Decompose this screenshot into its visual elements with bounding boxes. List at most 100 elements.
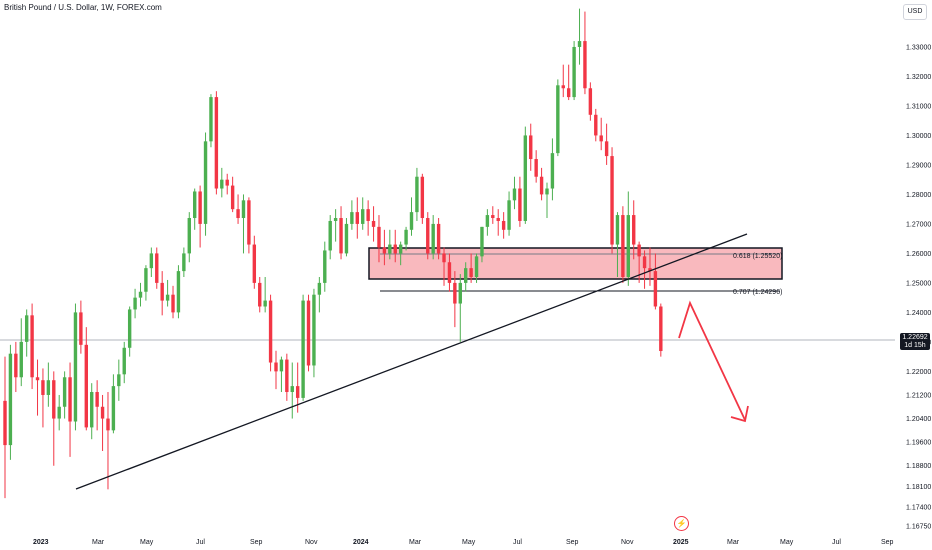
- candle-body: [366, 209, 370, 221]
- candle: [344, 218, 349, 257]
- candle-body: [583, 41, 587, 89]
- candle-body: [46, 380, 51, 395]
- price-tick-label: 1.18800: [906, 463, 931, 470]
- candle-body: [263, 300, 267, 307]
- candle-body: [203, 141, 208, 224]
- bar-countdown: 1d 15h: [904, 342, 926, 349]
- candle: [117, 359, 121, 401]
- candle: [474, 253, 479, 283]
- candle: [588, 82, 593, 121]
- time-tick-label: Mar: [727, 539, 740, 546]
- candle-body: [19, 341, 23, 378]
- price-tick-label: 1.29000: [906, 162, 931, 169]
- candle-body: [436, 223, 441, 254]
- candle: [491, 206, 495, 224]
- candle: [317, 277, 322, 313]
- candle-body: [431, 223, 435, 254]
- candle: [442, 247, 446, 286]
- candle-body: [193, 191, 197, 219]
- candle-body: [453, 282, 457, 304]
- candle: [225, 173, 229, 195]
- candle-body: [312, 294, 316, 366]
- candle-body: [577, 41, 582, 47]
- candle-body: [621, 215, 625, 277]
- time-tick-label: Sep: [566, 539, 579, 546]
- candle-body: [209, 97, 213, 142]
- candle-body: [485, 215, 490, 227]
- candle-body: [648, 268, 652, 272]
- candle: [306, 294, 311, 372]
- time-tick-label: May: [780, 539, 794, 546]
- time-tick-label: 2025: [673, 539, 689, 546]
- candle-body: [268, 300, 273, 363]
- candle-body: [68, 377, 72, 422]
- candle: [214, 91, 219, 195]
- candle: [46, 362, 51, 407]
- price-tick-label: 1.16750: [906, 524, 931, 531]
- candle-body: [35, 377, 40, 381]
- candle-body: [474, 256, 479, 277]
- candle-body: [653, 271, 658, 307]
- candle: [431, 215, 435, 260]
- candle-body: [317, 282, 322, 295]
- candle: [566, 64, 571, 101]
- candle: [19, 318, 23, 387]
- projection-arrow[interactable]: [678, 300, 746, 421]
- candle: [523, 126, 528, 224]
- candle: [285, 353, 289, 401]
- candle-body: [274, 362, 278, 372]
- candle: [241, 194, 246, 254]
- candles: [3, 8, 663, 499]
- candle-body: [182, 253, 186, 272]
- candle-body: [106, 418, 110, 431]
- candle: [350, 200, 354, 230]
- currency-button[interactable]: USD: [903, 4, 927, 20]
- candle: [100, 394, 105, 451]
- lightning-icon[interactable]: ⚡: [674, 516, 689, 531]
- time-tick-label: 2023: [33, 539, 49, 546]
- candle: [648, 247, 652, 286]
- candle: [436, 218, 441, 260]
- candle-body: [127, 309, 132, 348]
- candle: [301, 294, 305, 401]
- candle-body: [642, 256, 647, 269]
- candle: [398, 241, 403, 266]
- candle-body: [122, 347, 126, 375]
- candle-body: [144, 268, 148, 292]
- candle: [545, 182, 549, 219]
- candle: [8, 344, 13, 460]
- candle: [453, 271, 457, 328]
- candle: [209, 94, 213, 148]
- candle: [393, 229, 397, 263]
- candle: [355, 197, 359, 239]
- candle: [57, 394, 61, 431]
- time-scale[interactable]: 2023 Mar May Jul Sep Nov 2024 Mar May Jul Sep Nov 20…: [33, 539, 894, 546]
- candle: [90, 383, 94, 440]
- candle-body: [171, 294, 175, 313]
- time-tick-label: Jul: [513, 539, 522, 546]
- trendline[interactable]: [75, 233, 748, 490]
- candle: [653, 253, 658, 310]
- candle: [263, 277, 267, 313]
- price-tick-label: 1.32000: [906, 74, 931, 81]
- candle: [247, 197, 251, 254]
- candle: [274, 350, 278, 390]
- fib-707-label: 0.707 (1.24296): [733, 289, 782, 296]
- candle-body: [8, 353, 13, 446]
- candle-body: [220, 179, 224, 189]
- candle-body: [594, 114, 598, 136]
- candle-body: [469, 268, 473, 277]
- candle-body: [350, 212, 354, 224]
- candle-body: [518, 188, 522, 221]
- candle-body: [480, 226, 484, 257]
- time-tick-label: Sep: [250, 539, 263, 546]
- candle: [556, 79, 560, 157]
- time-tick-label: Sep: [881, 539, 894, 546]
- candle: [507, 191, 511, 236]
- candle-body: [572, 46, 576, 98]
- price-scale[interactable]: 1.33000 1.32000 1.31000 1.30000 1.29000 1.280…: [906, 44, 931, 530]
- price-tick-label: 1.25000: [906, 280, 931, 287]
- candle: [388, 229, 392, 260]
- candle-body: [637, 244, 641, 257]
